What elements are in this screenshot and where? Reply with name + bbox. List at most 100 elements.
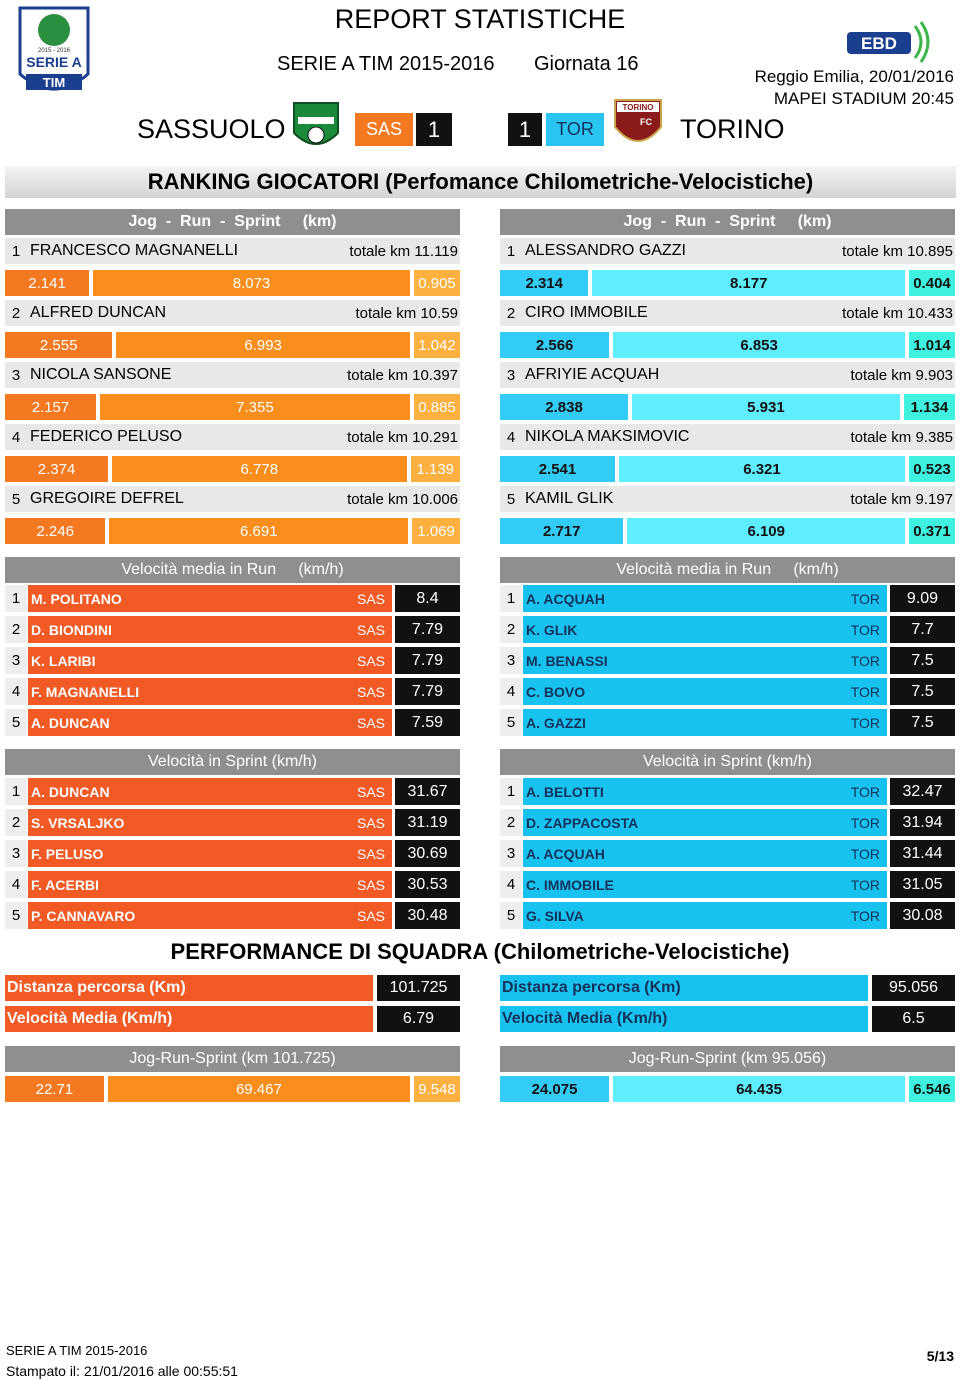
- round: Giornata 16: [534, 53, 639, 75]
- team-code: TOR: [850, 652, 880, 669]
- team-code: SAS: [356, 783, 385, 800]
- team-code: TOR: [850, 845, 880, 862]
- rank: 4: [500, 678, 522, 705]
- speed-value: 7.5: [890, 647, 955, 674]
- player-row: [5, 300, 460, 326]
- sprint-cell: 9.548: [414, 1076, 460, 1102]
- speed-value: 31.05: [890, 871, 955, 898]
- player-name: K. GLIK: [523, 616, 887, 643]
- rank: 2: [506, 304, 516, 322]
- player-row: [5, 362, 460, 388]
- player-name: G. SILVA: [523, 902, 887, 929]
- player-name: KAMIL GLIK: [525, 490, 614, 507]
- speed-value: 31.94: [890, 809, 955, 836]
- logo-text: 2015 - 2016: [38, 48, 71, 54]
- rank: 3: [5, 647, 27, 674]
- jog-cell: 24.075: [500, 1076, 610, 1102]
- player-name: A. ACQUAH: [523, 840, 887, 867]
- speed-value: 31.67: [395, 778, 460, 805]
- rank: 4: [5, 678, 27, 705]
- sprint-cell: 0.905: [414, 270, 460, 296]
- run-cell: 64.435: [613, 1076, 905, 1102]
- team-value: 95.056: [872, 975, 955, 1001]
- player-row: [5, 424, 460, 450]
- page-number: 5/13: [926, 1348, 954, 1364]
- table-header: Velocità media in Run (km/h): [5, 557, 460, 583]
- rank: 2: [5, 616, 27, 643]
- run-cell: 6.853: [613, 332, 905, 358]
- logo-text: EBD: [861, 34, 897, 53]
- report-title: REPORT STATISTICHE: [334, 4, 626, 34]
- jog-cell: 2.717: [500, 518, 624, 544]
- jog-cell: 2.566: [500, 332, 610, 358]
- sprint-cell: 1.014: [909, 332, 955, 358]
- player-row: [500, 486, 955, 512]
- player-row: [5, 486, 460, 512]
- player-row: [500, 300, 955, 326]
- sprint-cell: 6.546: [909, 1076, 955, 1102]
- jog-cell: 2.541: [500, 456, 615, 482]
- team-code: SAS: [356, 814, 385, 831]
- team-title: PERFORMANCE DI SQUADRA (Chilometriche-Ve…: [170, 939, 790, 964]
- player-name: A. GAZZI: [523, 709, 887, 736]
- home-code: SAS: [355, 113, 413, 146]
- jog-cell: 2.246: [5, 518, 106, 544]
- sprint-cell: 0.404: [909, 270, 955, 296]
- run-cell: 5.931: [632, 394, 900, 420]
- team-code: SAS: [356, 876, 385, 893]
- league-logo: 2015 - 2016 SERIE A TIM: [18, 6, 90, 91]
- player-name: D. BIONDINI: [28, 616, 392, 643]
- player-name: F. ACERBI: [28, 871, 392, 898]
- player-name: A. DUNCAN: [28, 709, 392, 736]
- speed-value: 7.5: [890, 678, 955, 705]
- place-date: Reggio Emilia, 20/01/2016: [754, 67, 954, 86]
- sprint-cell: 0.885: [414, 394, 460, 420]
- team-label: Distanza percorsa (Km): [5, 975, 373, 1001]
- team-value: 101.725: [377, 975, 460, 1001]
- table-header: Jog-Run-Sprint (km 101.725): [5, 1046, 460, 1072]
- table-header: Jog-Run-Sprint (km 95.056): [500, 1046, 955, 1072]
- rank: 1: [5, 585, 27, 612]
- player-total: totale km 9.197: [850, 490, 953, 508]
- jog-cell: 2.157: [5, 394, 96, 420]
- table-header: Velocità media in Run (km/h): [500, 557, 955, 583]
- player-name: F. MAGNANELLI: [28, 678, 392, 705]
- player-name: M. BENASSI: [523, 647, 887, 674]
- player-name: AFRIYIE ACQUAH: [525, 366, 660, 383]
- player-name: F. PELUSO: [28, 840, 392, 867]
- team-code: TOR: [850, 714, 880, 731]
- footer-printed: Stampato il: 21/01/2016 alle 00:55:51: [6, 1363, 238, 1379]
- rank: 1: [506, 242, 516, 260]
- team-label: Velocità Media (Km/h): [500, 1006, 868, 1032]
- player-name: A. BELOTTI: [523, 778, 887, 805]
- jog-cell: 2.555: [5, 332, 113, 358]
- rank: 2: [500, 809, 522, 836]
- logo-text: TIM: [43, 75, 65, 90]
- table-header: Jog - Run - Sprint (km): [500, 209, 955, 235]
- rank: 4: [500, 871, 522, 898]
- rank: 3: [500, 647, 522, 674]
- team-code: SAS: [356, 845, 385, 862]
- table-header: Velocità in Sprint (km/h): [500, 749, 955, 775]
- logo-text: TORINO: [623, 103, 654, 112]
- player-name: NICOLA SANSONE: [30, 366, 172, 383]
- speed-value: 30.08: [890, 902, 955, 929]
- logo-text: SERIE A: [26, 54, 82, 70]
- player-row: [5, 238, 460, 264]
- player-name: GREGOIRE DEFREL: [30, 490, 184, 507]
- speed-value: 8.4: [395, 585, 460, 612]
- jog-cell: 2.141: [5, 270, 90, 296]
- rank: 5: [5, 902, 27, 929]
- player-row: [500, 424, 955, 450]
- player-name: FRANCESCO MAGNANELLI: [30, 242, 239, 259]
- sprint-cell: 1.069: [412, 518, 460, 544]
- player-total: totale km 10.433: [842, 304, 953, 322]
- speed-value: 7.59: [395, 709, 460, 736]
- player-total: totale km 9.903: [850, 366, 953, 384]
- team-label: Distanza percorsa (Km): [500, 975, 868, 1001]
- team-label: Velocità Media (Km/h): [5, 1006, 373, 1032]
- team-code: TOR: [850, 876, 880, 893]
- rank: 2: [11, 304, 21, 322]
- jog-cell: 22.71: [5, 1076, 104, 1102]
- table-header: Jog - Run - Sprint (km): [5, 209, 460, 235]
